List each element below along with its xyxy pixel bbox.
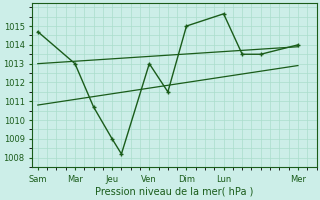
X-axis label: Pression niveau de la mer( hPa ): Pression niveau de la mer( hPa ) xyxy=(95,187,253,197)
